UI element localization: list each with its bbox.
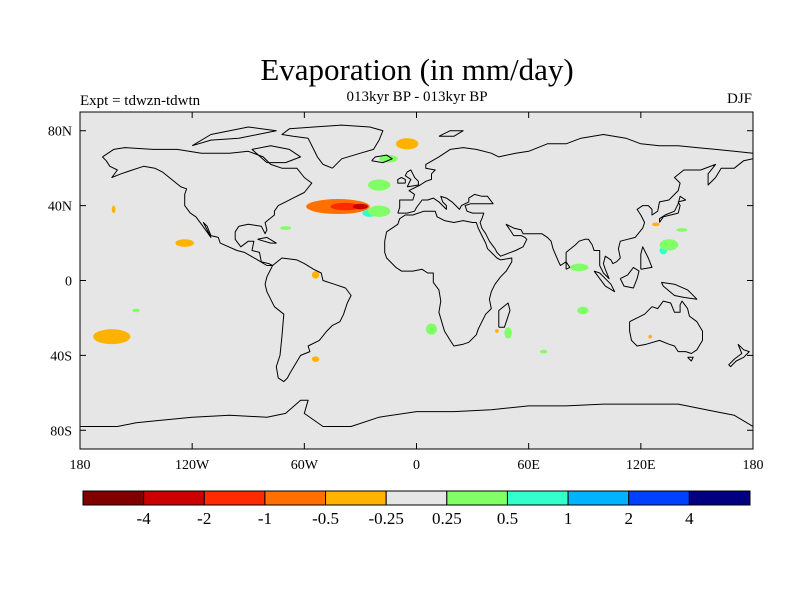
coastline-iceland [371, 154, 393, 164]
colorbar-label: -0.25 [368, 509, 403, 528]
lat-tick-label: 80N [48, 125, 72, 140]
colorbar-label: -0.5 [312, 509, 339, 528]
lon-tick-label: 120W [175, 458, 210, 473]
anomaly-patch [577, 306, 589, 315]
anomaly-layer [93, 138, 688, 362]
colorbar-swatch [506, 490, 569, 506]
anomaly-patch [395, 138, 419, 150]
anomaly-patch [504, 327, 512, 339]
colorbar-label: 0.5 [497, 509, 518, 528]
coastline-philippines [640, 246, 653, 270]
coastline-cuba [257, 236, 277, 244]
colorbar-swatch [628, 490, 690, 506]
anomaly-patch [352, 203, 368, 210]
coastline-great-britain [404, 169, 419, 188]
coastline-new-zealand [728, 343, 750, 368]
plot-subtitle: 013kyr BP - 013kyr BP [346, 89, 488, 105]
colorbar-swatch [567, 490, 630, 506]
lon-tick-label: 0 [413, 458, 420, 473]
lon-tick-label: 120E [626, 458, 656, 473]
lon-tick-label: 180 [743, 458, 764, 473]
anomaly-patch [569, 263, 589, 272]
colorbar-label: -2 [197, 509, 211, 528]
anomaly-patch [311, 356, 320, 362]
experiment-label: Expt = tdwzn-tdwtn [80, 93, 201, 109]
coastline-eurasia [397, 134, 753, 280]
anomaly-patch [311, 271, 320, 279]
colorbar-label: 1 [564, 509, 573, 528]
anomaly-patch [652, 222, 660, 227]
plot-title: Evaporation (in mm/day) [260, 52, 574, 87]
anomaly-patch [367, 179, 391, 191]
coastline-africa [384, 210, 513, 347]
lon-tick-label: 60W [291, 458, 319, 473]
colorbar-label: -1 [258, 509, 272, 528]
season-label: DJF [726, 91, 752, 107]
map-background [80, 112, 753, 449]
coastline-antarctica [80, 399, 753, 427]
coastline-borneo [619, 266, 640, 289]
coastline-north-america [102, 147, 313, 266]
lon-tick-label: 60E [517, 458, 540, 473]
coastlines [80, 124, 753, 427]
anomaly-patch [280, 226, 292, 230]
lon-tick-label: 180 [70, 458, 91, 473]
coastline-greenland [281, 124, 384, 169]
coastline-australia [629, 300, 703, 354]
colorbar-swatch [446, 490, 508, 506]
colorbar-swatch [385, 490, 448, 506]
colorbar-swatch [203, 490, 266, 506]
anomaly-patch [367, 205, 391, 217]
coastline-japan [659, 195, 687, 223]
coastline-ireland [397, 177, 406, 184]
anomaly-patch [330, 202, 361, 211]
colorbar-swatch [325, 490, 387, 506]
colorbar-swatch [688, 490, 751, 506]
anomaly-patch [93, 329, 131, 345]
lat-tick-label: 40S [50, 349, 72, 364]
map-axes: 80N 40N 0 40S 80S 180 120W 60W 0 60E 120E 180 [48, 112, 764, 473]
lat-tick-label: 80S [50, 424, 72, 439]
colorbar-swatch [82, 490, 145, 506]
colorbar-label: 4 [685, 509, 694, 528]
coastline-madagascar [498, 302, 511, 328]
coastline-baffin [251, 145, 302, 164]
coastline-sumatra [593, 270, 616, 293]
coastline-svalbard [438, 130, 464, 137]
anomaly-patch [539, 349, 548, 354]
anomaly-patch [648, 334, 653, 339]
lat-tick-label: 0 [65, 275, 72, 290]
anomaly-patch [659, 239, 679, 251]
colorbar-label: 2 [624, 509, 633, 528]
anomaly-patch [495, 329, 499, 333]
lat-tick-label: 40N [48, 200, 72, 215]
anomaly-patch [676, 228, 688, 232]
anomaly-patch [111, 205, 116, 214]
anomaly-patch [132, 308, 140, 313]
colorbar-swatch [143, 490, 205, 506]
colorbar-label: 0.25 [432, 509, 462, 528]
coastline-sri-lanka [565, 261, 571, 270]
colorbar-swatch [264, 490, 327, 506]
coastline-arctic-islands [191, 126, 277, 147]
colorbar: -4 -2 -1 -0.5 -0.25 0.25 0.5 1 2 4 [82, 490, 751, 528]
coastline-tasmania [687, 356, 694, 362]
anomaly-patch [379, 155, 398, 163]
anomaly-patch [425, 323, 438, 335]
coastline-new-guinea [660, 281, 698, 300]
colorbar-label: -4 [137, 509, 152, 528]
coastline-south-america [264, 257, 352, 383]
anomaly-patch [175, 239, 195, 247]
